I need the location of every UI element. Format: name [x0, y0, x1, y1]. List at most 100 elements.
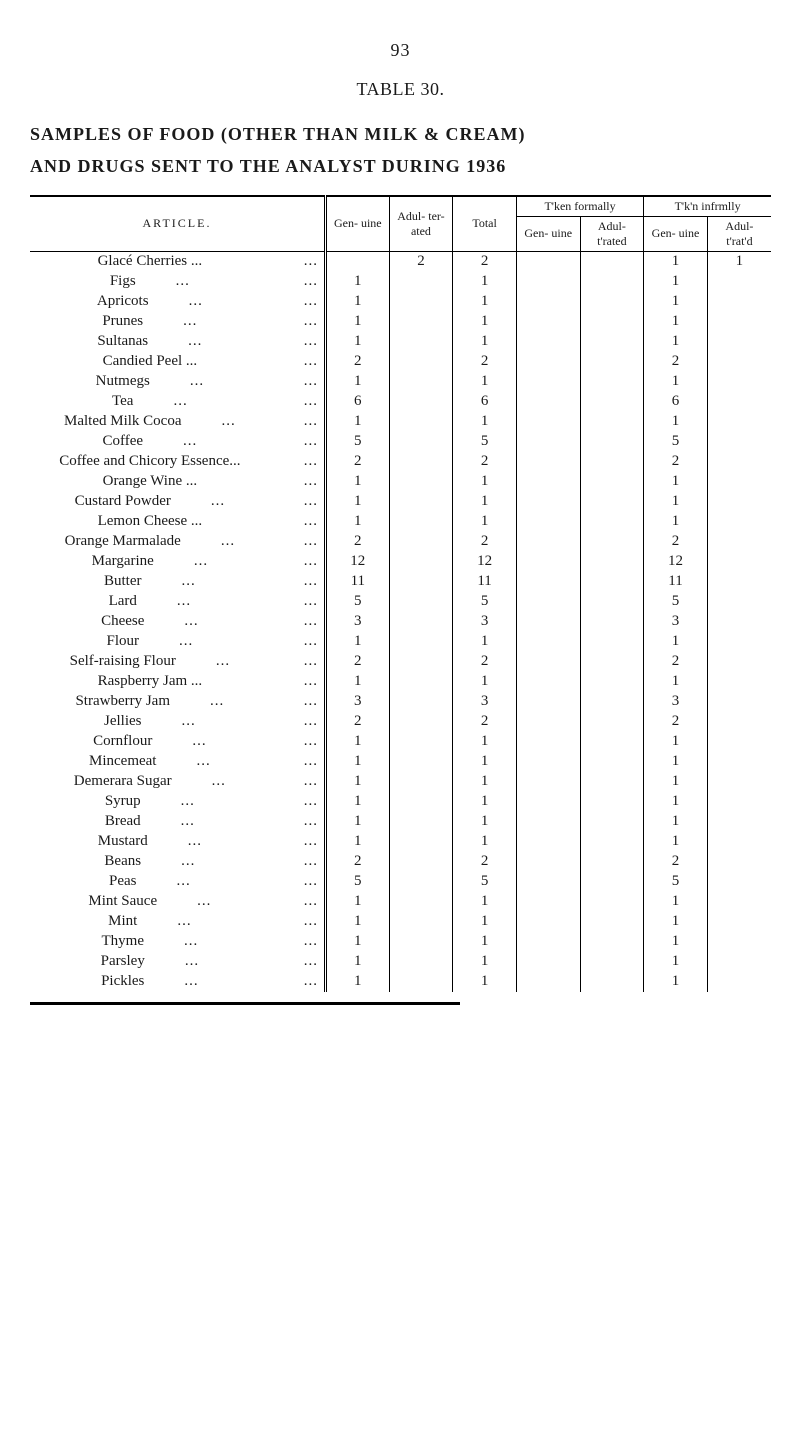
- formal-adul-cell: [580, 832, 644, 852]
- article-name: Flour: [106, 633, 139, 649]
- mid-dots: ...: [221, 413, 235, 429]
- article-name: Orange Marmalade: [65, 533, 181, 549]
- article-cell: Flour......: [30, 632, 325, 652]
- trailing-dots: ...: [304, 813, 318, 830]
- total-cell: 1: [453, 832, 517, 852]
- informal-gen-cell: 3: [644, 612, 708, 632]
- header-total: Total: [453, 196, 517, 252]
- total-cell: 2: [453, 352, 517, 372]
- genuine-cell: 2: [325, 712, 389, 732]
- formal-gen-cell: [516, 332, 580, 352]
- informal-adul-cell: [707, 272, 771, 292]
- genuine-cell: 1: [325, 332, 389, 352]
- formal-adul-cell: [580, 652, 644, 672]
- article-name: Lard: [109, 593, 137, 609]
- informal-gen-cell: 1: [644, 812, 708, 832]
- informal-gen-cell: 1: [644, 672, 708, 692]
- article-name: Figs: [110, 273, 136, 289]
- adulterated-cell: [389, 612, 453, 632]
- article-cell: Nutmegs......: [30, 372, 325, 392]
- genuine-cell: 2: [325, 452, 389, 472]
- trailing-dots: ...: [304, 733, 318, 750]
- bottom-rule: [30, 1002, 460, 1005]
- adulterated-cell: [389, 892, 453, 912]
- mid-dots: ...: [173, 393, 187, 409]
- header-tken-formally: T'ken formally: [516, 196, 643, 217]
- article-name: Mint Sauce: [88, 893, 157, 909]
- formal-adul-cell: [580, 812, 644, 832]
- genuine-cell: 1: [325, 492, 389, 512]
- total-cell: 1: [453, 932, 517, 952]
- formal-adul-cell: [580, 672, 644, 692]
- informal-adul-cell: [707, 552, 771, 572]
- trailing-dots: ...: [304, 373, 318, 390]
- article-cell: Beans......: [30, 852, 325, 872]
- header-i-adul: Adul- t'rat'd: [707, 216, 771, 251]
- total-cell: 1: [453, 472, 517, 492]
- formal-adul-cell: [580, 952, 644, 972]
- article-name: Mustard: [98, 833, 148, 849]
- informal-gen-cell: 1: [644, 912, 708, 932]
- trailing-dots: ...: [304, 873, 318, 890]
- table-row: Raspberry Jam ......111: [30, 672, 771, 692]
- article-name: Sultanas: [97, 333, 148, 349]
- mid-dots: ...: [210, 693, 224, 709]
- genuine-cell: 2: [325, 652, 389, 672]
- article-name: Demerara Sugar: [74, 773, 172, 789]
- adulterated-cell: [389, 812, 453, 832]
- table-row: Mincemeat......111: [30, 752, 771, 772]
- adulterated-cell: [389, 552, 453, 572]
- total-cell: 11: [453, 572, 517, 592]
- total-cell: 2: [453, 452, 517, 472]
- genuine-cell: 5: [325, 592, 389, 612]
- trailing-dots: ...: [304, 593, 318, 610]
- formal-adul-cell: [580, 772, 644, 792]
- informal-adul-cell: [707, 512, 771, 532]
- table-row: Orange Marmalade......222: [30, 532, 771, 552]
- mid-dots: ...: [197, 893, 211, 909]
- article-cell: Peas......: [30, 872, 325, 892]
- adulterated-cell: [389, 432, 453, 452]
- genuine-cell: 1: [325, 952, 389, 972]
- formal-adul-cell: [580, 852, 644, 872]
- informal-gen-cell: 1: [644, 332, 708, 352]
- genuine-cell: 1: [325, 312, 389, 332]
- article-cell: Thyme......: [30, 932, 325, 952]
- informal-gen-cell: 1: [644, 292, 708, 312]
- total-cell: 2: [453, 852, 517, 872]
- table-row: Mint Sauce......111: [30, 892, 771, 912]
- table-row: Strawberry Jam......333: [30, 692, 771, 712]
- table-row: Tea......666: [30, 392, 771, 412]
- informal-adul-cell: [707, 972, 771, 992]
- table-row: Butter......111111: [30, 572, 771, 592]
- samples-table: ARTICLE. Gen- uine Adul- ter- ated Total…: [30, 195, 771, 992]
- total-cell: 1: [453, 412, 517, 432]
- formal-gen-cell: [516, 352, 580, 372]
- trailing-dots: ...: [304, 253, 318, 270]
- formal-adul-cell: [580, 251, 644, 272]
- article-cell: Margarine......: [30, 552, 325, 572]
- genuine-cell: 5: [325, 432, 389, 452]
- adulterated-cell: [389, 592, 453, 612]
- mid-dots: ...: [181, 853, 195, 869]
- formal-gen-cell: [516, 892, 580, 912]
- adulterated-cell: [389, 692, 453, 712]
- article-name: Peas: [109, 873, 137, 889]
- mid-dots: ...: [184, 973, 198, 989]
- total-cell: 3: [453, 612, 517, 632]
- genuine-cell: 1: [325, 632, 389, 652]
- header-tkn-infrmlly: T'k'n infrmlly: [644, 196, 771, 217]
- total-cell: 1: [453, 292, 517, 312]
- informal-adul-cell: [707, 532, 771, 552]
- trailing-dots: ...: [304, 973, 318, 990]
- genuine-cell: 2: [325, 852, 389, 872]
- table-row: Malted Milk Cocoa......111: [30, 412, 771, 432]
- table-row: Bread......111: [30, 812, 771, 832]
- adulterated-cell: [389, 392, 453, 412]
- trailing-dots: ...: [304, 433, 318, 450]
- genuine-cell: 6: [325, 392, 389, 412]
- total-cell: 1: [453, 952, 517, 972]
- mid-dots: ...: [188, 333, 202, 349]
- article-name: Malted Milk Cocoa: [64, 413, 181, 429]
- formal-adul-cell: [580, 712, 644, 732]
